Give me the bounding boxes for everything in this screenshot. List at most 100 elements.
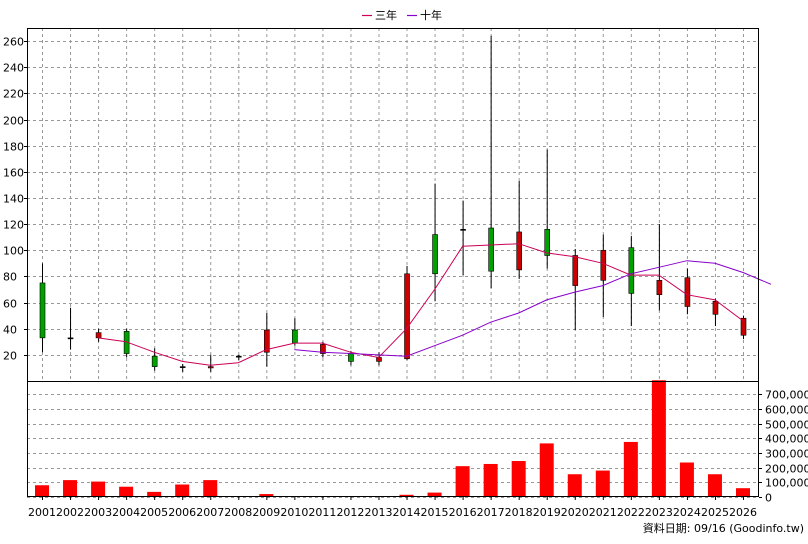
volume-bar (175, 484, 190, 497)
x-tick-label: 2008 (224, 506, 252, 519)
x-tick-label: 2009 (252, 506, 280, 519)
candle-body (544, 229, 551, 256)
ma-line-十年 (294, 260, 772, 357)
volume-bar (736, 488, 750, 497)
price-tick-label: 260 (3, 36, 24, 49)
volume-bar (203, 480, 218, 497)
candle-body (67, 337, 74, 340)
x-tick-label: 2012 (336, 506, 364, 519)
x-tick-label: 2023 (645, 506, 673, 519)
x-tick-label: 2018 (505, 506, 533, 519)
volume-bar (147, 491, 162, 497)
volume-bar (595, 470, 610, 497)
volume-bar (259, 494, 274, 497)
candle-body (207, 366, 214, 369)
x-tick-label: 2013 (364, 506, 392, 519)
volume-tick-label: 100,000 (765, 477, 808, 490)
volume-bar (91, 481, 106, 497)
x-tick-label: 2005 (140, 506, 168, 519)
candle-body (740, 317, 747, 336)
volume-bar (455, 466, 470, 497)
x-tick-label: 2006 (168, 506, 196, 519)
candle-body (39, 282, 46, 339)
volume-tick-label: 600,000 (765, 404, 808, 417)
candle-body (404, 273, 410, 360)
price-tick-label: 180 (3, 141, 24, 154)
x-tick-label: 2025 (701, 506, 729, 519)
legend-label: 三年 (375, 8, 397, 22)
footer-source-text: 資料日期: 09/16 (Goodinfo.tw) (643, 521, 804, 535)
x-tick-label: 2015 (421, 506, 449, 519)
candle-body (235, 355, 242, 358)
candle-body (376, 357, 382, 362)
price-tick-label: 140 (3, 193, 24, 206)
ma-line-三年 (98, 243, 744, 366)
volume-tick-label: 200,000 (765, 463, 808, 476)
x-tick-label: 2021 (589, 506, 617, 519)
volume-tick-label: 500,000 (765, 419, 808, 432)
price-tick-label: 160 (3, 167, 24, 180)
price-tick-label: 40 (3, 324, 17, 337)
volume-tick-label: 0 (765, 492, 772, 505)
x-tick-label: 2001 (28, 506, 56, 519)
x-axis: 2001 2002 2003 2004 2005 2006 2007 2008 2009 2010… (28, 497, 757, 519)
candle-body (95, 332, 102, 339)
volume-bar (427, 492, 442, 497)
price-tick-label: 20 (3, 350, 17, 363)
x-tick-label: 2024 (673, 506, 701, 519)
legend: 三年 十年 (362, 8, 442, 22)
candle-body (348, 353, 354, 362)
volume-tick-label: 300,000 (765, 448, 808, 461)
candle-body (488, 227, 494, 272)
x-tick-label: 2019 (533, 506, 561, 519)
x-tick-label: 2002 (56, 506, 84, 519)
candle-body (572, 255, 579, 286)
x-tick-label: 2003 (84, 506, 112, 519)
price-tick-label: 80 (3, 271, 17, 284)
x-tick-label: 2010 (280, 506, 308, 519)
candle-body (432, 234, 438, 275)
candle-body (292, 329, 298, 344)
volume-bar (483, 463, 498, 497)
x-tick-label: 2022 (617, 506, 645, 519)
volume-bar (35, 485, 49, 497)
candle-body (516, 231, 522, 271)
x-tick-label: 2014 (393, 506, 421, 519)
x-tick-label: 2016 (449, 506, 477, 519)
volume-tick-label: 700,000 (765, 389, 808, 402)
volume-bar (567, 474, 582, 497)
candle-body (684, 277, 691, 307)
x-tick-label: 2011 (308, 506, 336, 519)
x-tick-label: 2007 (196, 506, 224, 519)
volume-bar (707, 474, 722, 497)
candle-body (179, 366, 186, 368)
volume-bar (63, 480, 78, 497)
candle-body (460, 229, 466, 231)
x-tick-label: 2017 (477, 506, 505, 519)
x-tick-label: 2026 (729, 506, 757, 519)
candle-body (628, 247, 635, 294)
volume-bar (539, 443, 554, 497)
volume-bar (119, 486, 134, 497)
price-tick-label: 240 (3, 62, 24, 75)
candle-body (712, 300, 719, 315)
volume-bar (623, 441, 638, 497)
volume-bar (651, 380, 666, 497)
volume-bar (399, 494, 414, 497)
price-tick-label: 200 (3, 115, 24, 128)
volume-bar (511, 461, 526, 497)
price-tick-label: 100 (3, 245, 24, 258)
volume-bar (679, 462, 694, 497)
volume-tick-label: 400,000 (765, 433, 808, 446)
volume-frame (27, 381, 759, 497)
price-plot-area (27, 28, 759, 381)
candle-body (320, 344, 326, 354)
candle-body (151, 355, 158, 367)
price-tick-label: 220 (3, 88, 24, 101)
price-tick-label: 120 (3, 219, 24, 232)
candle-body (656, 280, 663, 296)
x-tick-label: 2004 (112, 506, 140, 519)
candle-body (600, 249, 607, 281)
